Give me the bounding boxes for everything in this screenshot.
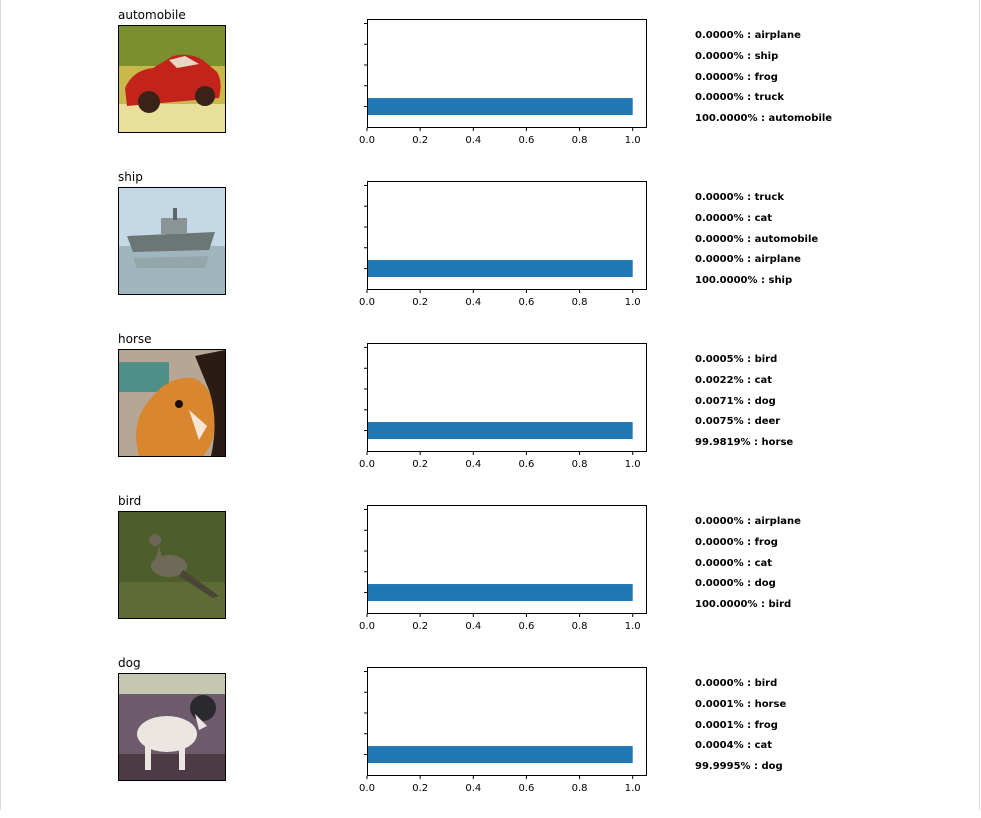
probability-bar-chart: 0.0 0.2 0.4 0.6 0.8 1.0: [357, 181, 657, 325]
x-tick-label: 0.0: [359, 621, 375, 632]
prediction-label: 0.0000% : automobile: [695, 234, 955, 246]
prediction-row: dog 0.0 0.2 0.4 0.6 0.8 1.0 0.0000% : bird 0.000…: [0, 656, 981, 818]
prediction-row: horse 0.0 0.2 0.4 0.6 0.8 1.0 0.0005% : bird 0.0…: [0, 332, 981, 494]
x-tick-label: 0.6: [518, 297, 534, 308]
prediction-row: automobile 0.0 0.2 0.4 0.6 0.8 1.0 0.0000% : ai…: [0, 8, 981, 170]
x-tick-label: 0.2: [412, 459, 428, 470]
prediction-label: 0.0000% : frog: [695, 537, 955, 549]
prediction-label: 0.0000% : airplane: [695, 516, 955, 528]
prediction-label: 0.0004% : cat: [695, 740, 955, 752]
prediction-label: 99.9819% : horse: [695, 437, 955, 449]
thumbnail-image: [118, 511, 226, 619]
prediction-label: 0.0000% : dog: [695, 578, 955, 590]
x-tick-label: 1.0: [625, 459, 641, 470]
bar-chart-svg: 0.0 0.2 0.4 0.6 0.8 1.0: [357, 343, 657, 483]
x-tick-label: 0.0: [359, 459, 375, 470]
x-tick-label: 0.6: [518, 783, 534, 794]
probability-bar-chart: 0.0 0.2 0.4 0.6 0.8 1.0: [357, 667, 657, 811]
x-tick-label: 0.8: [572, 783, 588, 794]
x-tick-label: 0.8: [572, 135, 588, 146]
probability-bar-chart: 0.0 0.2 0.4 0.6 0.8 1.0: [357, 19, 657, 163]
bar-4: [367, 746, 633, 763]
image-title: bird: [118, 494, 141, 508]
bar-chart-svg: 0.0 0.2 0.4 0.6 0.8 1.0: [357, 181, 657, 321]
image-title: horse: [118, 332, 152, 346]
prediction-label: 100.0000% : ship: [695, 275, 955, 287]
bar-4: [367, 260, 633, 277]
thumbnail-image: [118, 673, 226, 781]
x-tick-label: 0.2: [412, 783, 428, 794]
x-tick-label: 1.0: [625, 621, 641, 632]
x-tick-label: 0.6: [518, 459, 534, 470]
prediction-label: 0.0005% : bird: [695, 354, 955, 366]
x-tick-label: 0.4: [465, 459, 481, 470]
prediction-row: ship 0.0 0.2 0.4 0.6 0.8 1.0 0.0000% : truck 0.0…: [0, 170, 981, 332]
thumbnail-image: [118, 349, 226, 457]
prediction-label: 0.0000% : frog: [695, 72, 955, 84]
prediction-label: 0.0000% : airplane: [695, 254, 955, 266]
prediction-label: 0.0000% : ship: [695, 51, 955, 63]
prediction-label: 0.0000% : truck: [695, 92, 955, 104]
x-tick-label: 0.8: [572, 621, 588, 632]
image-title: automobile: [118, 8, 186, 22]
x-tick-label: 0.0: [359, 135, 375, 146]
x-tick-label: 0.0: [359, 297, 375, 308]
probability-bar-chart: 0.0 0.2 0.4 0.6 0.8 1.0: [357, 343, 657, 487]
x-tick-label: 0.2: [412, 135, 428, 146]
bar-chart-svg: 0.0 0.2 0.4 0.6 0.8 1.0: [357, 19, 657, 159]
probability-bar-chart: 0.0 0.2 0.4 0.6 0.8 1.0: [357, 505, 657, 649]
prediction-label: 0.0000% : airplane: [695, 30, 955, 42]
prediction-label: 100.0000% : automobile: [695, 113, 955, 125]
prediction-label: 0.0000% : cat: [695, 558, 955, 570]
x-tick-label: 0.4: [465, 135, 481, 146]
x-tick-label: 0.2: [412, 621, 428, 632]
x-tick-label: 1.0: [625, 135, 641, 146]
x-tick-label: 0.6: [518, 135, 534, 146]
prediction-label: 0.0000% : cat: [695, 213, 955, 225]
x-tick-label: 0.4: [465, 297, 481, 308]
prediction-label: 0.0001% : frog: [695, 720, 955, 732]
bar-4: [367, 584, 633, 601]
x-tick-label: 1.0: [625, 297, 641, 308]
prediction-label: 0.0022% : cat: [695, 375, 955, 387]
x-tick-label: 0.6: [518, 621, 534, 632]
image-title: dog: [118, 656, 141, 670]
prediction-label: 99.9995% : dog: [695, 761, 955, 773]
thumbnail-image: [118, 25, 226, 133]
image-title: ship: [118, 170, 143, 184]
x-tick-label: 1.0: [625, 783, 641, 794]
x-tick-label: 0.4: [465, 621, 481, 632]
x-tick-label: 0.8: [572, 297, 588, 308]
bar-4: [367, 98, 633, 115]
prediction-label: 0.0000% : truck: [695, 192, 955, 204]
prediction-label: 100.0000% : bird: [695, 599, 955, 611]
thumbnail-image: [118, 187, 226, 295]
x-tick-label: 0.0: [359, 783, 375, 794]
x-tick-label: 0.4: [465, 783, 481, 794]
prediction-label: 0.0071% : dog: [695, 396, 955, 408]
prediction-label: 0.0000% : bird: [695, 678, 955, 690]
prediction-label: 0.0001% : horse: [695, 699, 955, 711]
bar-chart-svg: 0.0 0.2 0.4 0.6 0.8 1.0: [357, 505, 657, 645]
prediction-row: bird 0.0 0.2 0.4 0.6 0.8 1.0 0.0000% : airplane…: [0, 494, 981, 656]
bar-4: [367, 422, 633, 439]
bar-chart-svg: 0.0 0.2 0.4 0.6 0.8 1.0: [357, 667, 657, 807]
prediction-label: 0.0075% : deer: [695, 416, 955, 428]
x-tick-label: 0.2: [412, 297, 428, 308]
x-tick-label: 0.8: [572, 459, 588, 470]
